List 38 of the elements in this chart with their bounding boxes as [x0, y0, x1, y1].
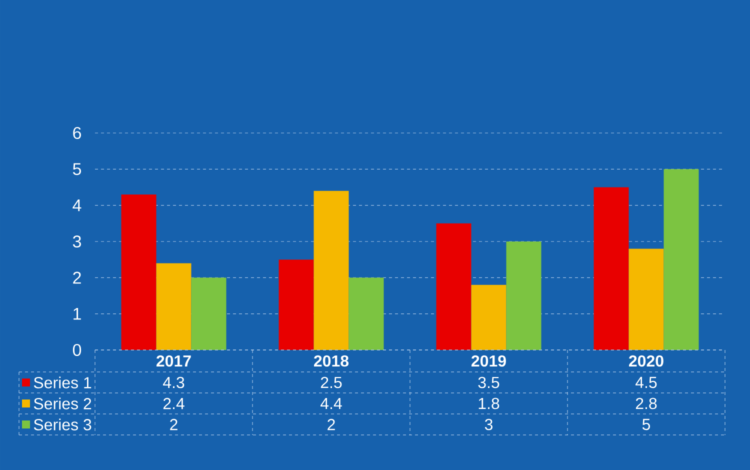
bar — [628, 248, 664, 350]
legend-label: Series 1 — [34, 376, 92, 388]
y-tick-label: 2 — [73, 272, 81, 284]
bar — [471, 284, 506, 350]
bar — [314, 190, 349, 350]
y-tick-label: 3 — [72, 235, 81, 248]
legend-label: Series 3 — [34, 418, 92, 430]
y-tick-label: 5 — [72, 163, 82, 176]
x-tick-label: 2019 — [472, 355, 506, 367]
data-label: 4.4 — [320, 398, 342, 409]
data-label: 4.3 — [162, 376, 184, 388]
x-tick-label: 2018 — [314, 355, 349, 367]
bar — [506, 241, 542, 350]
data-label: 2.8 — [636, 398, 657, 410]
data-label: 2.4 — [163, 398, 184, 410]
bar — [278, 260, 314, 350]
bar — [436, 223, 472, 350]
bar — [594, 187, 629, 350]
data-label: 2.5 — [320, 376, 342, 388]
legend-label: Series 2 — [34, 398, 92, 410]
y-tick-label: 1 — [74, 308, 81, 320]
data-label: 2 — [328, 418, 335, 430]
data-label: 3 — [484, 418, 492, 430]
data-label: 2 — [170, 418, 178, 430]
bar — [348, 278, 384, 350]
y-tick-label: 0 — [72, 344, 82, 356]
data-label: 3.5 — [478, 376, 500, 388]
data-label: 5 — [642, 418, 650, 430]
y-tick-label: 4 — [72, 199, 82, 212]
data-label: 4.5 — [635, 376, 657, 388]
data-label: 1.8 — [478, 398, 500, 410]
bar — [156, 263, 192, 350]
x-tick-label: 2020 — [629, 355, 664, 367]
bar — [121, 194, 156, 350]
bar — [191, 278, 226, 350]
x-tick-label: 2017 — [156, 355, 191, 367]
y-tick-label: 6 — [73, 126, 81, 140]
bar — [664, 169, 699, 350]
